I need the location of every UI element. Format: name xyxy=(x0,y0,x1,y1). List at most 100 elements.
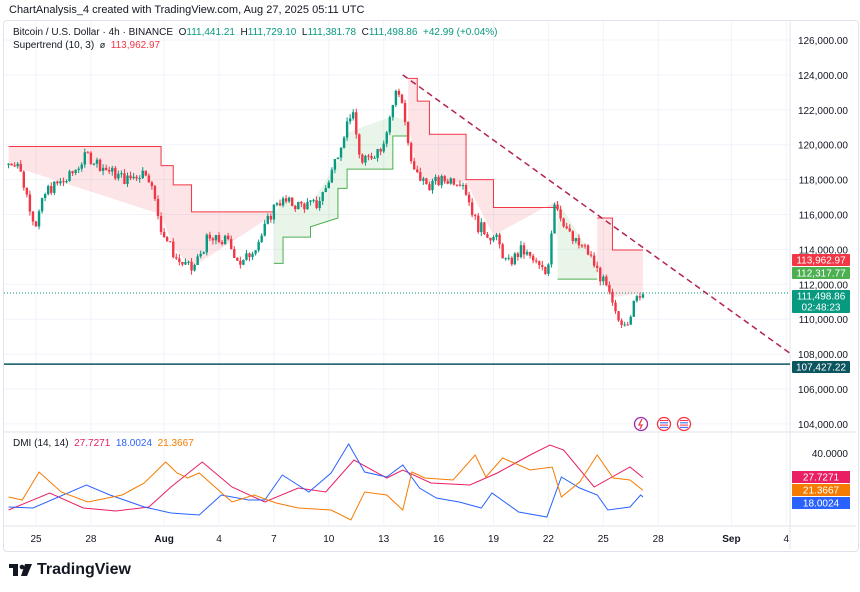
countdown-label: 02:48:23 xyxy=(802,303,841,314)
candle xyxy=(281,196,285,208)
candle-body xyxy=(205,234,208,253)
candle-body xyxy=(483,222,486,235)
candle xyxy=(92,162,96,166)
candle xyxy=(132,172,135,180)
candle-body xyxy=(294,205,297,210)
y-tick-label: 106,000.00 xyxy=(798,385,848,396)
candle xyxy=(589,251,593,258)
candle xyxy=(428,181,431,191)
candle-body xyxy=(138,178,141,180)
candle-body xyxy=(464,185,468,195)
candle xyxy=(525,249,529,256)
candle xyxy=(269,213,273,223)
dmi-value-label: 27.7271 xyxy=(803,473,840,484)
candle-body xyxy=(184,262,187,265)
candle xyxy=(83,148,86,168)
y-tick-label: 122,000.00 xyxy=(798,106,848,117)
candle xyxy=(297,201,300,210)
candle xyxy=(275,201,279,207)
candle xyxy=(422,176,425,185)
candle-body xyxy=(43,194,47,199)
candle-body xyxy=(40,198,44,212)
candle-body xyxy=(153,186,157,200)
candle xyxy=(77,166,80,174)
dmi-series-line xyxy=(8,443,644,518)
candle xyxy=(165,235,169,242)
candle-body xyxy=(62,181,65,183)
candle xyxy=(562,217,565,228)
candle-body xyxy=(361,154,364,163)
candle xyxy=(278,199,282,207)
candle xyxy=(388,115,391,136)
supertrend-line-down xyxy=(408,77,558,209)
candle-body xyxy=(501,244,504,259)
candle xyxy=(22,170,25,191)
supertrend-fill-down xyxy=(597,217,643,297)
candle-body xyxy=(284,198,288,202)
x-tick-label: 7 xyxy=(271,534,277,545)
candle-body xyxy=(71,171,74,174)
candle-body xyxy=(504,258,507,260)
candle xyxy=(620,318,623,328)
candle xyxy=(455,184,459,187)
candle-body xyxy=(586,245,590,255)
candle xyxy=(565,222,568,230)
candle xyxy=(13,162,16,167)
close-label: C xyxy=(361,27,369,38)
candle-body xyxy=(196,256,199,265)
candle-body xyxy=(486,234,489,238)
supertrend-label[interactable]: Supertrend (10, 3) xyxy=(13,40,95,51)
candle-body xyxy=(135,176,138,179)
flag-circle xyxy=(676,416,692,432)
candle xyxy=(120,170,123,178)
us-flag-icon[interactable] xyxy=(676,416,692,432)
candle-body xyxy=(281,198,285,206)
chart-pane[interactable] xyxy=(3,20,859,552)
candle xyxy=(37,209,41,230)
lightning-icon[interactable] xyxy=(633,416,649,432)
candle-body xyxy=(397,90,401,95)
candle xyxy=(230,235,233,250)
candle xyxy=(355,108,358,139)
candle-body xyxy=(257,241,260,251)
candle xyxy=(336,157,340,160)
candle-body xyxy=(108,169,111,172)
candle xyxy=(409,141,413,164)
candle xyxy=(461,182,465,190)
y-tick-label: 114,000.00 xyxy=(799,245,849,256)
candle-body xyxy=(126,175,129,184)
candle-body xyxy=(190,261,193,271)
candle xyxy=(440,174,443,189)
candle xyxy=(376,148,379,162)
candle xyxy=(379,147,382,156)
candle-body xyxy=(56,181,59,184)
candle xyxy=(528,251,532,259)
candle-body xyxy=(455,184,459,186)
candle xyxy=(233,246,236,259)
dmi-label[interactable]: DMI (14, 14) xyxy=(13,438,69,449)
open-label: O xyxy=(178,27,187,38)
candle-body xyxy=(425,178,428,185)
hidden-eye-icon[interactable]: ø xyxy=(99,40,106,50)
candle xyxy=(242,259,245,266)
candle-body xyxy=(525,252,529,255)
symbol-title[interactable]: Bitcoin / U.S. Dollar · 4h · BINANCE xyxy=(13,27,174,38)
candle-body xyxy=(406,122,410,144)
candle xyxy=(101,164,105,176)
candle xyxy=(553,202,556,234)
candle xyxy=(321,191,324,205)
candle-body xyxy=(355,112,358,135)
candle-body xyxy=(80,164,83,169)
candle-body xyxy=(214,235,218,241)
candle xyxy=(434,174,437,185)
candle xyxy=(452,178,456,186)
candle xyxy=(425,177,428,185)
candle-body xyxy=(510,257,513,265)
candle xyxy=(226,232,230,241)
candle xyxy=(541,260,544,271)
candle-body xyxy=(31,211,35,222)
candle-body xyxy=(306,201,309,210)
candle xyxy=(104,164,108,171)
us-flag-icon[interactable] xyxy=(656,416,672,432)
